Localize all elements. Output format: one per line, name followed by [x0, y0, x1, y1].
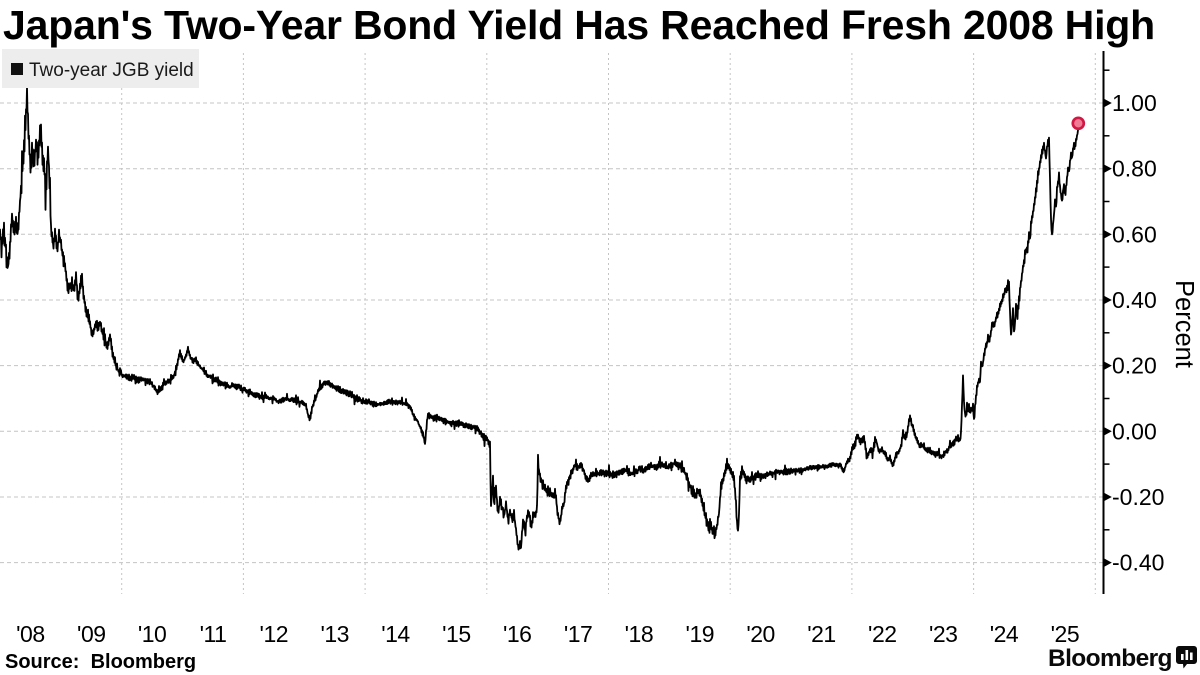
svg-text:'17: '17 [564, 621, 592, 647]
svg-text:-0.40: -0.40 [1112, 550, 1164, 576]
svg-text:Percent: Percent [1170, 280, 1198, 368]
svg-text:'12: '12 [260, 621, 288, 647]
svg-text:'10: '10 [138, 621, 166, 647]
svg-text:'22: '22 [868, 621, 896, 647]
svg-text:'23: '23 [929, 621, 957, 647]
svg-text:'13: '13 [320, 621, 348, 647]
svg-text:0.20: 0.20 [1112, 353, 1157, 379]
svg-text:'15: '15 [442, 621, 470, 647]
svg-text:'20: '20 [746, 621, 774, 647]
svg-text:'11: '11 [200, 621, 227, 647]
svg-text:'25: '25 [1051, 621, 1079, 647]
svg-text:0.40: 0.40 [1112, 287, 1157, 313]
svg-text:'14: '14 [381, 621, 410, 647]
svg-text:-0.20: -0.20 [1112, 484, 1164, 510]
svg-text:'21: '21 [807, 621, 835, 647]
svg-text:'19: '19 [686, 621, 714, 647]
svg-text:1.00: 1.00 [1112, 90, 1157, 116]
svg-text:'24: '24 [990, 621, 1019, 647]
svg-text:'16: '16 [503, 621, 531, 647]
svg-text:'09: '09 [77, 621, 105, 647]
svg-text:0.80: 0.80 [1112, 156, 1157, 182]
svg-text:'18: '18 [625, 621, 653, 647]
svg-text:'08: '08 [16, 621, 44, 647]
svg-text:0.60: 0.60 [1112, 221, 1157, 247]
svg-text:0.00: 0.00 [1112, 418, 1157, 444]
